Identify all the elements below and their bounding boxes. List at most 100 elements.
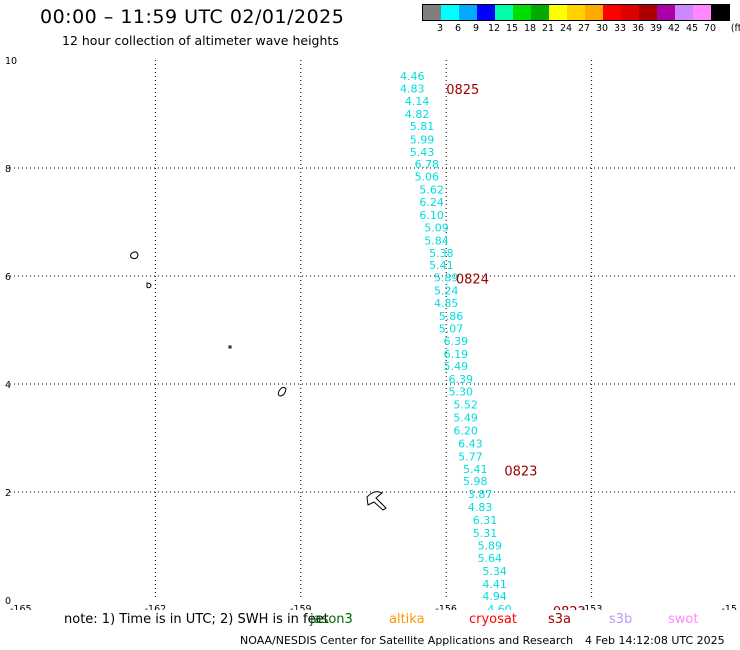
pass-time-label: 0823	[504, 464, 537, 479]
x-tick-label: -15	[721, 604, 737, 610]
y-tick-label: 6	[5, 272, 11, 283]
wave-height-value: 5.38	[429, 247, 454, 260]
legend-item-swot: swot	[668, 612, 699, 627]
wave-height-value: 5.49	[453, 411, 478, 424]
wave-height-value: 5.41	[429, 259, 454, 272]
color-swatch	[693, 5, 711, 20]
color-scale-label: 3	[436, 23, 444, 34]
wave-height-value: 6.78	[415, 158, 440, 171]
color-scale-label: 42	[667, 23, 681, 34]
y-tick-label: 0	[5, 596, 11, 607]
pass-time-label: 0824	[456, 273, 489, 288]
wave-height-value: 4.14	[405, 95, 430, 108]
grid	[10, 60, 737, 600]
color-scale-label: 24	[559, 23, 573, 34]
y-tick-label: 4	[5, 380, 11, 391]
wave-height-value: 5.89	[434, 272, 459, 285]
color-scale-label: 21	[541, 23, 555, 34]
satellite-legend: note: 1) Time is in UTC; 2) SWH is in fe…	[0, 612, 740, 630]
color-swatch	[459, 5, 477, 20]
y-tick-label: 8	[5, 164, 11, 175]
island-outline	[228, 345, 232, 349]
wave-height-value: 5.81	[410, 120, 435, 133]
wave-height-value: 5.43	[410, 146, 435, 159]
legend-item-jason3: jason3	[310, 612, 353, 627]
color-swatch	[603, 5, 621, 20]
x-tick-label: -153	[581, 604, 603, 610]
wave-height-value: 5.41	[463, 463, 488, 476]
color-swatch	[423, 5, 441, 20]
note-text: note: 1) Time is in UTC; 2) SWH is in fe…	[64, 612, 329, 627]
color-scale-label: 70	[703, 23, 717, 34]
wave-height-value: 4.83	[468, 501, 493, 514]
wave-height-value: 5.62	[419, 184, 444, 197]
pass-time-label: 0822	[553, 605, 586, 610]
wave-height-value: 3.87	[468, 488, 493, 501]
color-swatch	[567, 5, 585, 20]
color-scale-label: 33	[613, 23, 627, 34]
wave-height-value: 6.10	[419, 209, 444, 222]
axis-tick-labels: -165 -162 -159 -156 -153 -15 10 8 6 4 2 0	[5, 56, 737, 610]
color-scale-bar	[422, 4, 730, 21]
wave-height-value: 5.64	[478, 552, 503, 565]
color-scale-label: 18	[523, 23, 537, 34]
wave-height-value: 6.24	[419, 196, 444, 209]
wave-height-value: 4.60	[487, 603, 512, 610]
x-tick-label: -162	[145, 604, 167, 610]
color-scale-label: 9	[472, 23, 480, 34]
color-swatch	[675, 5, 693, 20]
wave-height-value: 5.09	[424, 221, 449, 234]
wave-height-value: 5.99	[410, 133, 435, 146]
color-swatch	[441, 5, 459, 20]
wave-height-value: 6.19	[444, 348, 469, 361]
legend-item-cryosat: cryosat	[469, 612, 517, 627]
wave-height-value: 6.39	[444, 335, 469, 348]
island-outline	[366, 491, 387, 511]
wave-height-value: 5.98	[463, 475, 488, 488]
islands	[130, 251, 387, 511]
color-scale-label: 45	[685, 23, 699, 34]
color-scale-unit: (ft)	[730, 23, 740, 34]
wave-height-value: 4.85	[434, 297, 459, 310]
island-outline	[146, 282, 152, 289]
island-outline	[130, 251, 139, 260]
color-scale-label: 27	[577, 23, 591, 34]
wave-height-value: 5.31	[473, 527, 498, 540]
pass-time-label: 0825	[446, 83, 479, 98]
footer-timestamp: 4 Feb 14:12:08 UTC 2025	[585, 634, 725, 647]
x-tick-label: -156	[435, 604, 457, 610]
y-tick-label: 10	[5, 56, 17, 67]
footer: NOAA/NESDIS Center for Satellite Applica…	[0, 632, 740, 648]
wave-height-value: 6.20	[453, 424, 478, 437]
color-scale-label: 15	[505, 23, 519, 34]
wave-height-value: 5.49	[444, 360, 469, 373]
wave-height-value: 5.84	[424, 234, 449, 247]
color-swatch	[531, 5, 549, 20]
color-swatch	[621, 5, 639, 20]
color-scale-label: 36	[631, 23, 645, 34]
wave-height-points: 4.464.834.144.825.815.995.436.785.065.62…	[400, 70, 512, 610]
color-scale-label: 39	[649, 23, 663, 34]
wave-height-value: 5.24	[434, 285, 459, 298]
wave-height-value: 6.43	[458, 437, 483, 450]
legend-item-s3a: s3a	[548, 612, 572, 627]
y-tick-label: 2	[5, 488, 11, 499]
legend-item-altika: altika	[389, 612, 425, 627]
wave-height-value: 5.30	[448, 386, 473, 399]
legend-item-s3b: s3b	[609, 612, 633, 627]
x-tick-label: -165	[10, 604, 32, 610]
wave-height-value: 5.89	[478, 539, 503, 552]
wave-height-value: 5.34	[482, 565, 507, 578]
wave-height-value: 5.77	[458, 450, 483, 463]
color-scale-label: 6	[454, 23, 462, 34]
footer-credit: NOAA/NESDIS Center for Satellite Applica…	[240, 634, 574, 647]
wave-height-value: 4.83	[400, 83, 425, 96]
color-swatch	[549, 5, 567, 20]
wave-height-value: 6.39	[448, 373, 473, 386]
color-swatch	[585, 5, 603, 20]
island-outline	[277, 386, 287, 397]
wave-height-value: 5.06	[415, 171, 440, 184]
color-swatch	[477, 5, 495, 20]
